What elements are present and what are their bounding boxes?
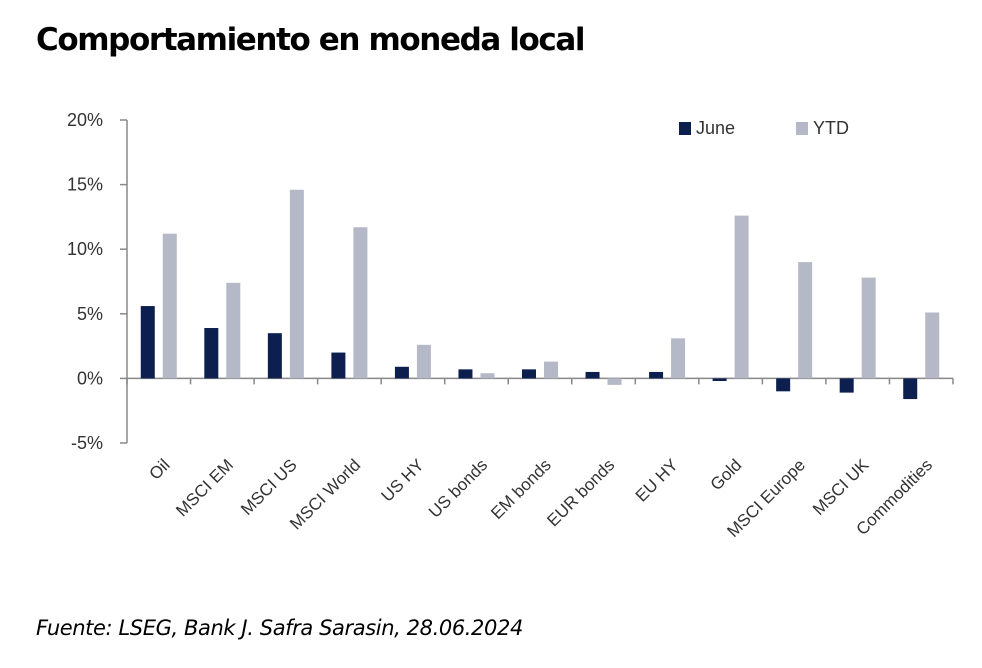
chart-bars [140, 189, 940, 400]
x-category-label: Oil [145, 455, 173, 483]
legend-swatch-june [679, 122, 691, 135]
bar-ytd-em-bonds [544, 361, 558, 379]
bar-june-msci-uk [839, 378, 854, 393]
bar-june-eu-hy [649, 371, 664, 379]
bar-ytd-msci-world [353, 227, 368, 379]
bar-ytd-us-hy [416, 344, 431, 379]
page-title: Comportamiento en moneda local [36, 22, 586, 58]
y-tick-label: 15% [67, 175, 103, 195]
x-category-label: MSCI US [237, 455, 301, 519]
y-tick-label: 0% [77, 368, 103, 388]
source-note: Fuente: LSEG, Bank J. Safra Sarasin, 28.… [36, 616, 523, 640]
bar-june-msci-europe [776, 378, 791, 392]
chart-legend: June YTD [679, 118, 849, 138]
bar-ytd-oil [162, 233, 177, 379]
bar-ytd-msci-em [226, 282, 241, 379]
bar-june-em-bonds [522, 369, 536, 379]
y-tick-label: 20% [67, 110, 103, 130]
x-category-label: EU HY [632, 455, 682, 505]
legend-swatch-ytd [796, 122, 808, 135]
bar-ytd-us-bonds [480, 373, 495, 379]
legend-label-ytd: YTD [813, 118, 849, 138]
bar-june-us-bonds [458, 369, 473, 379]
y-tick-label: -5% [71, 433, 103, 453]
chart-axes [120, 119, 954, 444]
x-category-label: EUR bonds [543, 455, 618, 530]
bar-june-commodities [903, 378, 918, 400]
bar-june-gold [712, 378, 727, 381]
x-category-label: Gold [707, 455, 746, 494]
bar-june-msci-world [331, 352, 346, 379]
bar-ytd-msci-europe [798, 262, 813, 379]
x-category-label: US bonds [425, 455, 491, 521]
bar-ytd-msci-us [289, 189, 304, 379]
bar-june-oil [140, 306, 155, 379]
bar-june-eur-bonds [585, 371, 600, 379]
x-category-label: MSCI EM [172, 455, 237, 520]
bar-ytd-msci-uk [861, 277, 876, 379]
bar-june-msci-em [204, 328, 219, 379]
x-category-label: US HY [378, 455, 428, 505]
y-tick-label: 5% [77, 304, 103, 324]
x-category-label: MSCI UK [809, 455, 873, 519]
bar-ytd-commodities [925, 312, 940, 379]
bar-ytd-eur-bonds [607, 378, 622, 385]
bar-june-us-hy [394, 366, 409, 379]
bar-ytd-gold [734, 215, 749, 379]
y-tick-label: 10% [67, 239, 103, 259]
bar-june-msci-us [267, 333, 282, 379]
x-category-label: EM bonds [487, 455, 555, 523]
bar-ytd-eu-hy [671, 338, 686, 379]
legend-label-june: June [696, 118, 735, 138]
